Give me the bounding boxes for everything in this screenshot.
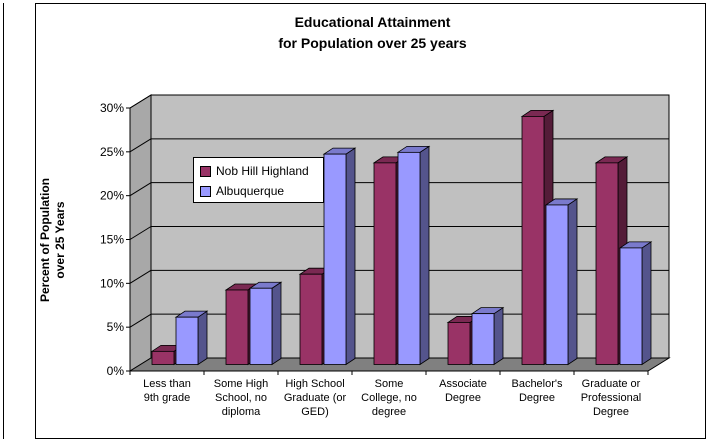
x-category-label: Professional <box>581 392 642 404</box>
bar-albuquerque-4 <box>471 313 495 365</box>
x-category-label: GED) <box>301 406 329 418</box>
left-border-rule <box>3 3 4 439</box>
chart-legend: Nob Hill Highland Albuquerque <box>193 157 324 203</box>
x-category-label: diploma <box>222 406 261 418</box>
y-tick-label: 5% <box>107 320 125 334</box>
x-category-label: Degree <box>519 392 555 404</box>
y-tick-label: 15% <box>100 233 124 247</box>
legend-item-nob-hill: Nob Hill Highland <box>200 163 309 179</box>
bar-nob-hill-5 <box>521 116 545 365</box>
x-category-label: Some <box>375 378 404 390</box>
bar-side-1-6 <box>641 241 652 366</box>
x-category-label: Associate <box>439 378 487 390</box>
y-tick-label: 10% <box>100 276 124 290</box>
bar-side-1-4 <box>493 306 504 366</box>
gridline-side <box>129 138 152 153</box>
x-category-label: Degree <box>593 406 629 418</box>
bar-nob-hill-2 <box>299 273 323 365</box>
legend-label-nob-hill: Nob Hill Highland <box>216 164 309 178</box>
bar-side-1-0 <box>197 310 208 366</box>
bar-side-1-2 <box>345 147 356 366</box>
gridline-side <box>129 269 152 284</box>
bar-albuquerque-0 <box>175 316 199 365</box>
x-category-label: Bachelor's <box>511 378 563 390</box>
bar-side-1-5 <box>567 198 578 366</box>
bar-nob-hill-6 <box>595 162 619 365</box>
legend-swatch-nob-hill <box>200 165 211 177</box>
legend-item-albuquerque: Albuquerque <box>200 183 284 199</box>
gridline-side <box>129 94 152 109</box>
gridline-side <box>129 226 152 240</box>
y-tick-label: 25% <box>100 145 124 159</box>
x-category-label: School, no <box>215 392 267 404</box>
x-category-label: degree <box>372 406 406 418</box>
x-category-label: Graduate or <box>582 378 641 390</box>
y-axis-label: Percent of Population over 25 Years <box>38 140 68 340</box>
chart-title: Educational Attainment for Population ov… <box>0 12 709 54</box>
bar-albuquerque-6 <box>619 247 643 365</box>
y-tick-label: 0% <box>107 364 125 378</box>
bar-nob-hill-1 <box>225 289 249 365</box>
bar-albuquerque-3 <box>397 151 421 365</box>
bar-albuquerque-2 <box>323 153 347 365</box>
chart-title-line-2: for Population over 25 years <box>278 35 467 51</box>
x-category-label: Graduate (or <box>284 392 347 404</box>
x-category-label: Degree <box>445 392 481 404</box>
x-category-label: High School <box>285 378 344 390</box>
gridline-side <box>129 313 152 328</box>
bar-albuquerque-1 <box>249 287 273 365</box>
bar-nob-hill-4 <box>447 322 471 365</box>
x-category-label: 9th grade <box>144 392 190 404</box>
bar-albuquerque-5 <box>545 204 569 365</box>
y-axis-label-line-1: Percent of Population <box>38 178 52 303</box>
x-category-label: College, no <box>361 392 417 404</box>
legend-swatch-albuquerque <box>200 185 211 197</box>
chart-title-line-1: Educational Attainment <box>294 14 451 30</box>
y-tick-label: 20% <box>100 189 124 203</box>
bar-side-1-3 <box>419 145 430 366</box>
legend-label-albuquerque: Albuquerque <box>216 184 285 198</box>
y-tick-label: 30% <box>100 101 124 115</box>
y-axis-label-line-2: over 25 Years <box>53 201 67 279</box>
bar-side-1-1 <box>271 281 282 366</box>
x-category-label: Some High <box>214 378 268 390</box>
bar-nob-hill-3 <box>373 162 397 365</box>
gridline-side <box>129 182 152 197</box>
bar-nob-hill-0 <box>151 350 175 365</box>
x-category-label: Less than <box>143 378 191 390</box>
